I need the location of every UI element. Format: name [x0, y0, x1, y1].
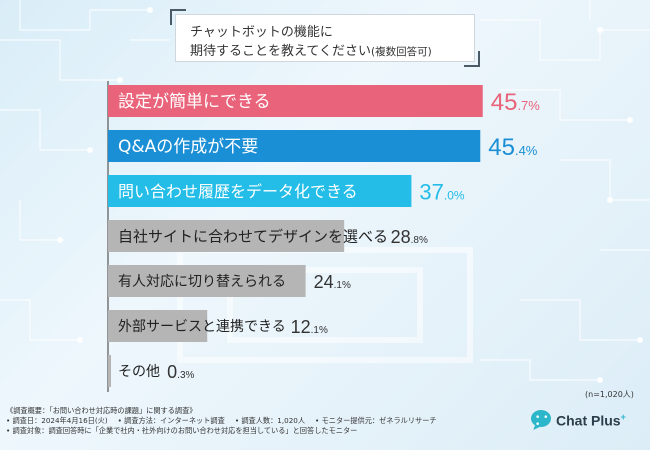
bar-value-label: 0.3%	[167, 362, 194, 382]
survey-footer-heading: 《調査概要：「お問い合わせ対応時の課題」に関する調査》	[6, 406, 197, 415]
bar-value-label: 45.4%	[488, 134, 538, 161]
chart-title-note: (複数回答可)	[370, 46, 432, 58]
survey-method: • 調査方法：インターネット調査	[117, 416, 225, 425]
bar-category-label: その他	[118, 364, 160, 380]
chat-plus-logo: • • • Chat Plus+	[531, 410, 641, 436]
bar-category-label: 自社サイトに合わせてデザインを選べる	[118, 227, 388, 245]
bar	[108, 175, 412, 207]
logo-text: Chat Plus	[556, 412, 621, 429]
bar-category-label: 外部サービスと連携できる	[118, 319, 286, 335]
survey-footer: 《調査概要：「お問い合わせ対応時の課題」に関する調査》 • 調査日：2024年4…	[6, 406, 437, 436]
bar-value-label: 28.8%	[391, 227, 428, 247]
chat-bubble-icon: • • •	[531, 410, 551, 430]
chart-title-line2: 期待することを教えてください(複数回答可)	[190, 40, 432, 59]
survey-footer-details: • 調査日：2024年4月16日(火) • 調査方法：インターネット調査 • 調査人…	[6, 416, 437, 426]
chart-title-main: 期待することを教えてください	[190, 44, 371, 59]
bar-value-label: 24.1%	[314, 272, 351, 292]
bar	[108, 355, 111, 387]
chart-title-line1: チャットボットの機能に	[190, 25, 333, 40]
sample-size-note: (n=1,020人)	[585, 390, 634, 399]
logo-wordmark: Chat Plus+	[556, 412, 626, 429]
survey-target: • 調査対象：調査回答時に「企業で社内・社外向けのお問い合わせ対応を担当している…	[6, 426, 358, 435]
survey-count: • 調査人数：1,020人	[234, 416, 306, 425]
logo-dots: • • •	[535, 413, 549, 430]
bar-category-label: 問い合わせ履歴をデータ化できる	[118, 182, 358, 201]
bar	[108, 310, 208, 342]
bar-value-label: 45.7%	[491, 89, 541, 116]
logo-plus: +	[620, 412, 626, 422]
survey-date: • 調査日：2024年4月16日(火)	[6, 416, 108, 425]
survey-provider: • モニター提供元：ゼネラルリサーチ	[315, 416, 437, 425]
bar-value-label: 12.1%	[291, 317, 328, 337]
bar	[108, 265, 306, 297]
chart-title-box: チャットボットの機能に 期待することを教えてください(複数回答可)	[170, 9, 480, 67]
bar-value-label: 37.0%	[419, 179, 464, 204]
bar-category-label: 有人対応に切り替えられる	[118, 274, 286, 290]
bar	[108, 85, 483, 117]
bar	[108, 220, 345, 252]
bar	[108, 130, 481, 162]
bar-category-label: Q&Aの作成が不要	[118, 137, 258, 157]
bar-category-label: 設定が簡単にできる	[118, 92, 271, 112]
